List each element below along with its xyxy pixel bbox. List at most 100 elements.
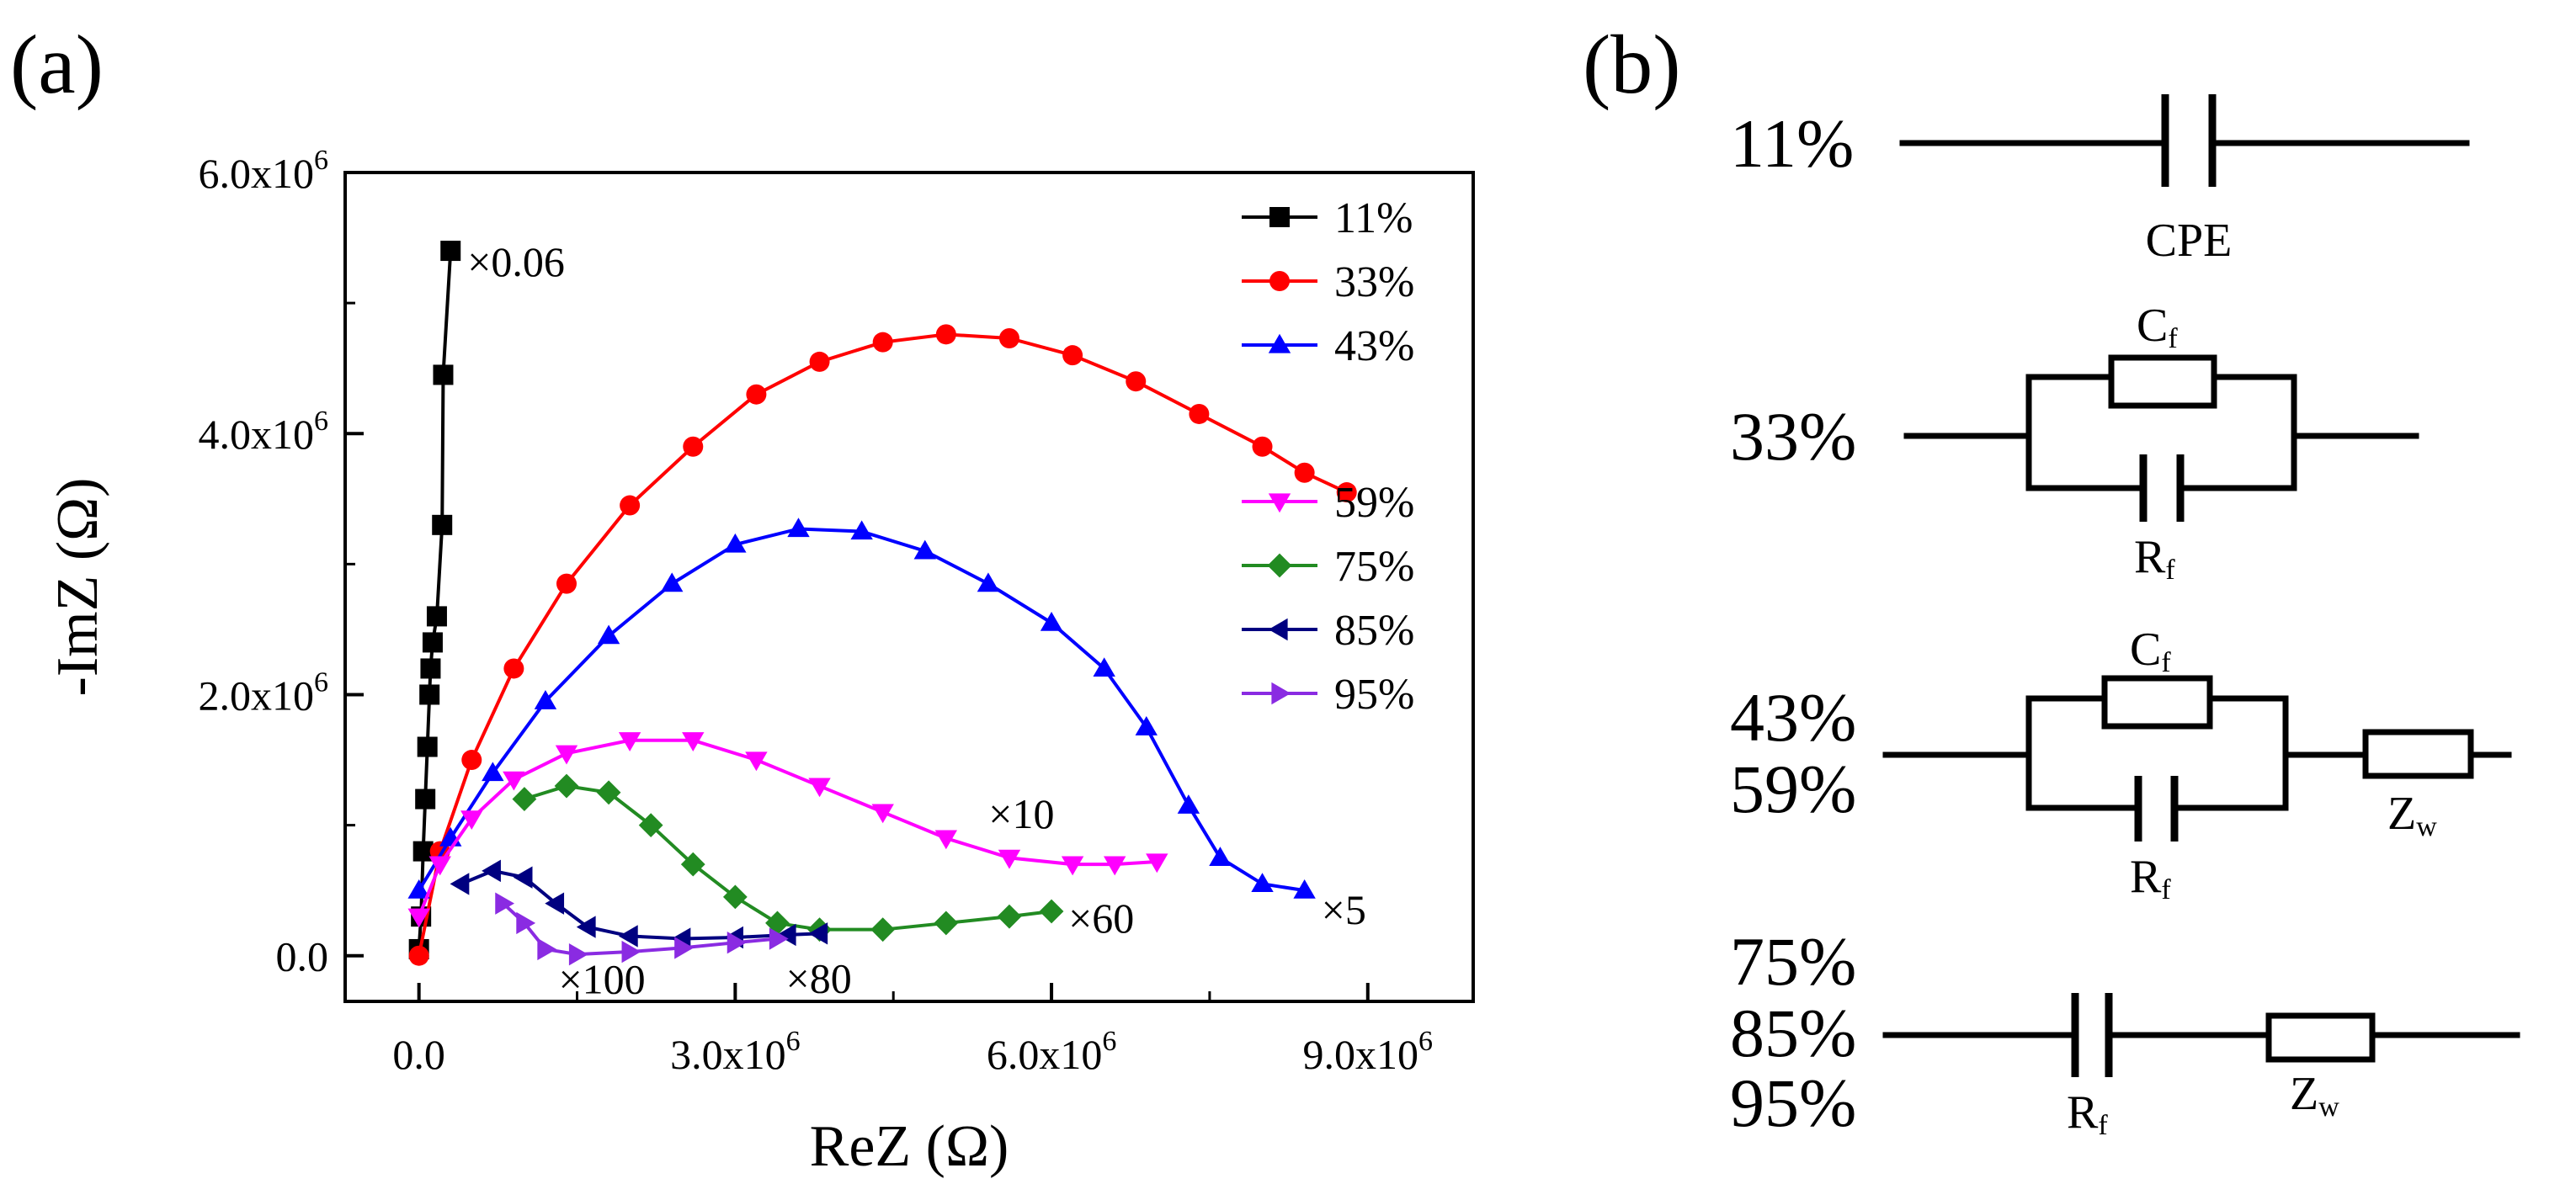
rf-label: Rf — [2067, 1086, 2108, 1141]
series-3 — [407, 518, 1316, 899]
data-point — [1126, 371, 1147, 392]
data-point — [722, 884, 748, 910]
data-point — [870, 917, 896, 942]
data-point — [545, 892, 565, 915]
data-point — [428, 856, 451, 876]
scale-annotation: ×100 — [558, 956, 645, 1003]
data-point — [935, 324, 956, 345]
data-point — [787, 518, 810, 538]
data-point — [682, 732, 705, 751]
data-point — [482, 859, 501, 883]
zw-label: Zw — [2290, 1068, 2339, 1123]
data-point — [513, 866, 533, 889]
series-2 — [408, 324, 1357, 966]
cpe-label: CPE — [2146, 215, 2233, 267]
data-point — [872, 332, 893, 353]
data-point — [419, 684, 440, 705]
data-point — [461, 750, 482, 771]
data-point — [746, 384, 767, 405]
data-point — [408, 945, 429, 966]
plot-frame — [343, 171, 1475, 1003]
y-tick-label: 4.0x106 — [199, 406, 329, 458]
scale-annotation: ×0.06 — [467, 238, 565, 285]
legend-label: 33% — [1334, 258, 1414, 306]
y-tick-label: 0.0 — [276, 933, 329, 980]
data-point — [998, 849, 1021, 869]
data-point — [555, 745, 578, 765]
data-point — [534, 690, 557, 709]
legend-marker — [1268, 333, 1291, 353]
x-tick-label: 6.0x106 — [987, 1026, 1117, 1078]
data-point — [638, 813, 663, 837]
data-point — [1135, 716, 1158, 735]
data-point — [1252, 436, 1273, 457]
scale-annotation: ×80 — [786, 954, 852, 1001]
legend-marker — [1269, 271, 1290, 291]
data-point — [765, 911, 790, 936]
data-point — [620, 495, 641, 516]
data-point — [422, 632, 443, 653]
data-point — [871, 804, 894, 824]
data-point — [745, 751, 768, 772]
data-point — [1189, 403, 1210, 424]
legend-label: 43% — [1334, 322, 1414, 370]
cf-resistor — [2108, 354, 2217, 409]
data-point — [913, 539, 936, 560]
data-point — [769, 927, 789, 950]
cf-label: Cf — [2137, 300, 2178, 354]
data-point — [1209, 847, 1232, 866]
series-line — [417, 250, 453, 950]
circuit-label-75: 75% — [1730, 923, 1856, 1000]
scale-annotation: ×10 — [988, 790, 1054, 837]
legend-marker — [1271, 682, 1291, 705]
data-point — [934, 830, 958, 850]
data-point — [674, 937, 694, 959]
series-line — [417, 527, 1305, 893]
data-point — [556, 573, 577, 594]
data-point — [1093, 657, 1115, 677]
series-line — [460, 868, 820, 941]
circuit-43-59: 43% 59% Cf Rf Zw — [1730, 624, 2512, 905]
data-point — [726, 931, 747, 954]
data-point — [997, 904, 1022, 929]
data-point — [1293, 879, 1316, 899]
circuit-33: 33% Cf Rf — [1730, 300, 2419, 586]
data-point — [776, 923, 796, 947]
data-point — [1336, 482, 1357, 503]
wire-gap-mask — [2141, 475, 2183, 501]
data-point — [808, 922, 828, 945]
data-point — [432, 514, 453, 535]
data-point — [516, 911, 536, 935]
data-point — [420, 658, 441, 679]
legend-label: 75% — [1334, 543, 1414, 591]
legend-label: 11% — [1334, 194, 1413, 242]
data-point — [977, 572, 1000, 592]
circuit-75-85-95: 75% 85% 95% Rf Zw — [1730, 923, 2520, 1141]
data-point — [998, 328, 1019, 348]
data-point — [1146, 853, 1168, 873]
data-point — [440, 241, 461, 262]
series-line — [524, 784, 1052, 932]
data-point — [412, 841, 434, 862]
data-point — [537, 937, 557, 961]
data-point — [407, 879, 430, 899]
zw-resistor — [2265, 1012, 2376, 1063]
series-7 — [495, 892, 789, 966]
x-tick-label: 3.0x106 — [670, 1026, 801, 1078]
series-line — [417, 332, 1348, 957]
data-point — [407, 908, 430, 928]
circuit-label-59: 59% — [1730, 751, 1856, 827]
x-axis-label: ReZ (Ω) — [810, 1114, 1009, 1179]
rf-label: Rf — [2130, 851, 2171, 905]
data-point — [450, 873, 470, 895]
data-point — [495, 892, 515, 915]
circuit-11: 11% CPE — [1730, 94, 2470, 267]
data-point — [1104, 856, 1126, 876]
series-1 — [408, 241, 461, 959]
nyquist-plot: 0.0 3.0x106 6.0x106 9.0x106 0.0 2.0x106 4.0x10… — [45, 145, 1475, 1179]
data-point — [415, 788, 436, 810]
circuit-label-43: 43% — [1730, 679, 1856, 756]
data-point — [661, 572, 684, 592]
zw-label: Zw — [2387, 788, 2437, 842]
